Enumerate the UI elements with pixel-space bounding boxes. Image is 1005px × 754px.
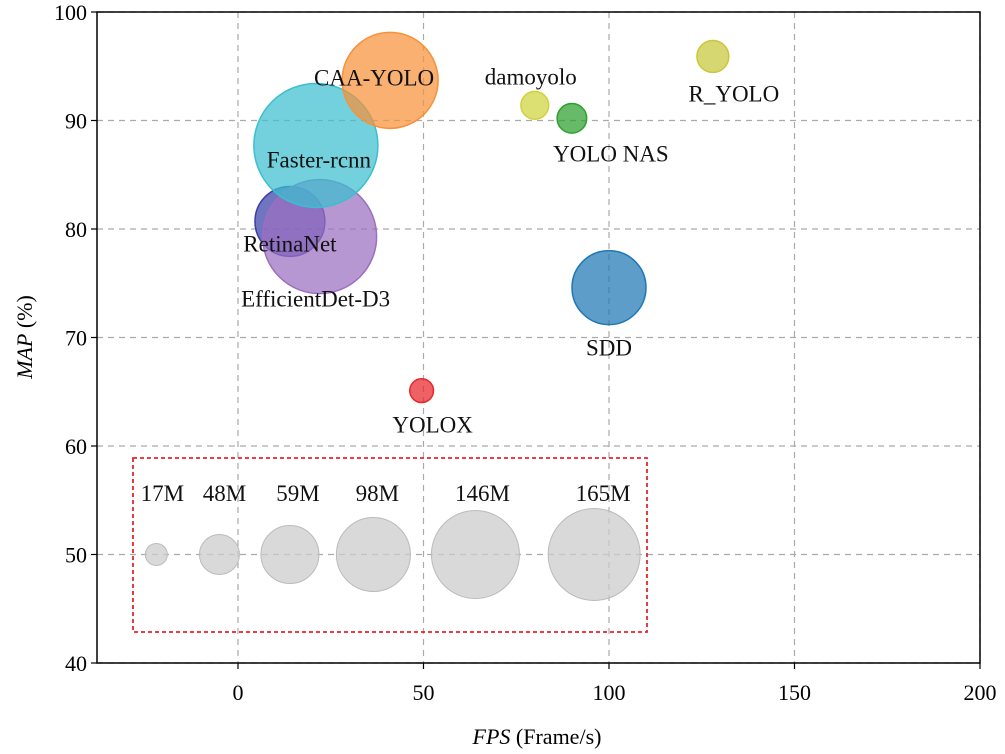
bubble [341,31,439,130]
bubble-labels: RetinaNet EfficientDet-D3 Faster-rcnn CAA-Y… [241,64,779,437]
legend-label: 165M [576,481,631,506]
x-tick-label: 50 [412,680,434,705]
x-tick-label: 150 [778,680,811,705]
x-tick-label: 0 [232,680,243,705]
legend-label: 59M [276,481,319,506]
legend-bubble [430,510,520,599]
x-tick-label: 200 [964,680,997,705]
bubble-label: R_YOLO [689,81,780,106]
legend-bubble [335,517,411,592]
y-axis-label: MAP (%) [12,295,37,380]
bubble [556,102,588,134]
bubble-label: YOLO NAS [553,141,669,166]
y-tick-label: 70 [65,326,87,351]
bubble-label: YOLOX [392,413,473,438]
bubble [571,249,647,326]
legend-label: 146M [455,481,510,506]
legend-label: 48M [203,481,246,506]
x-tick-label: 100 [592,680,625,705]
y-tick-label: 40 [65,651,87,676]
legend-bubble [144,543,168,566]
y-tick-label: 100 [54,0,87,25]
y-tick-label: 90 [65,109,87,134]
bubble-label: damoyolo [485,64,577,89]
legend-bubble [547,508,641,601]
legend-box [132,457,648,633]
bubble [520,90,550,120]
y-tick-label: 60 [65,434,87,459]
x-axis-label: FPS (Frame/s) [472,724,602,749]
legend-label: 17M [141,481,184,506]
y-tick-label: 80 [65,217,87,242]
axes: 0 50 100 150 200 40 50 60 70 80 90 100 [54,0,997,705]
bubble [696,39,730,74]
size-legend: 17M 48M 59M 98M 146M 165M [132,457,648,633]
bubbles [253,31,730,404]
bubble [253,82,379,209]
bubble-label: CAA-YOLO [314,65,434,90]
y-tick-label: 50 [65,543,87,568]
bubble-label: Faster-rcnn [267,147,372,172]
bubble [409,378,435,404]
bubble-label: EfficientDet-D3 [241,287,390,312]
legend-label: 98M [356,481,399,506]
legend-bubble [260,525,320,584]
bubble-label: RetinaNet [243,231,337,256]
bubble-label: SDD [586,336,632,361]
legend-bubble [198,534,240,575]
